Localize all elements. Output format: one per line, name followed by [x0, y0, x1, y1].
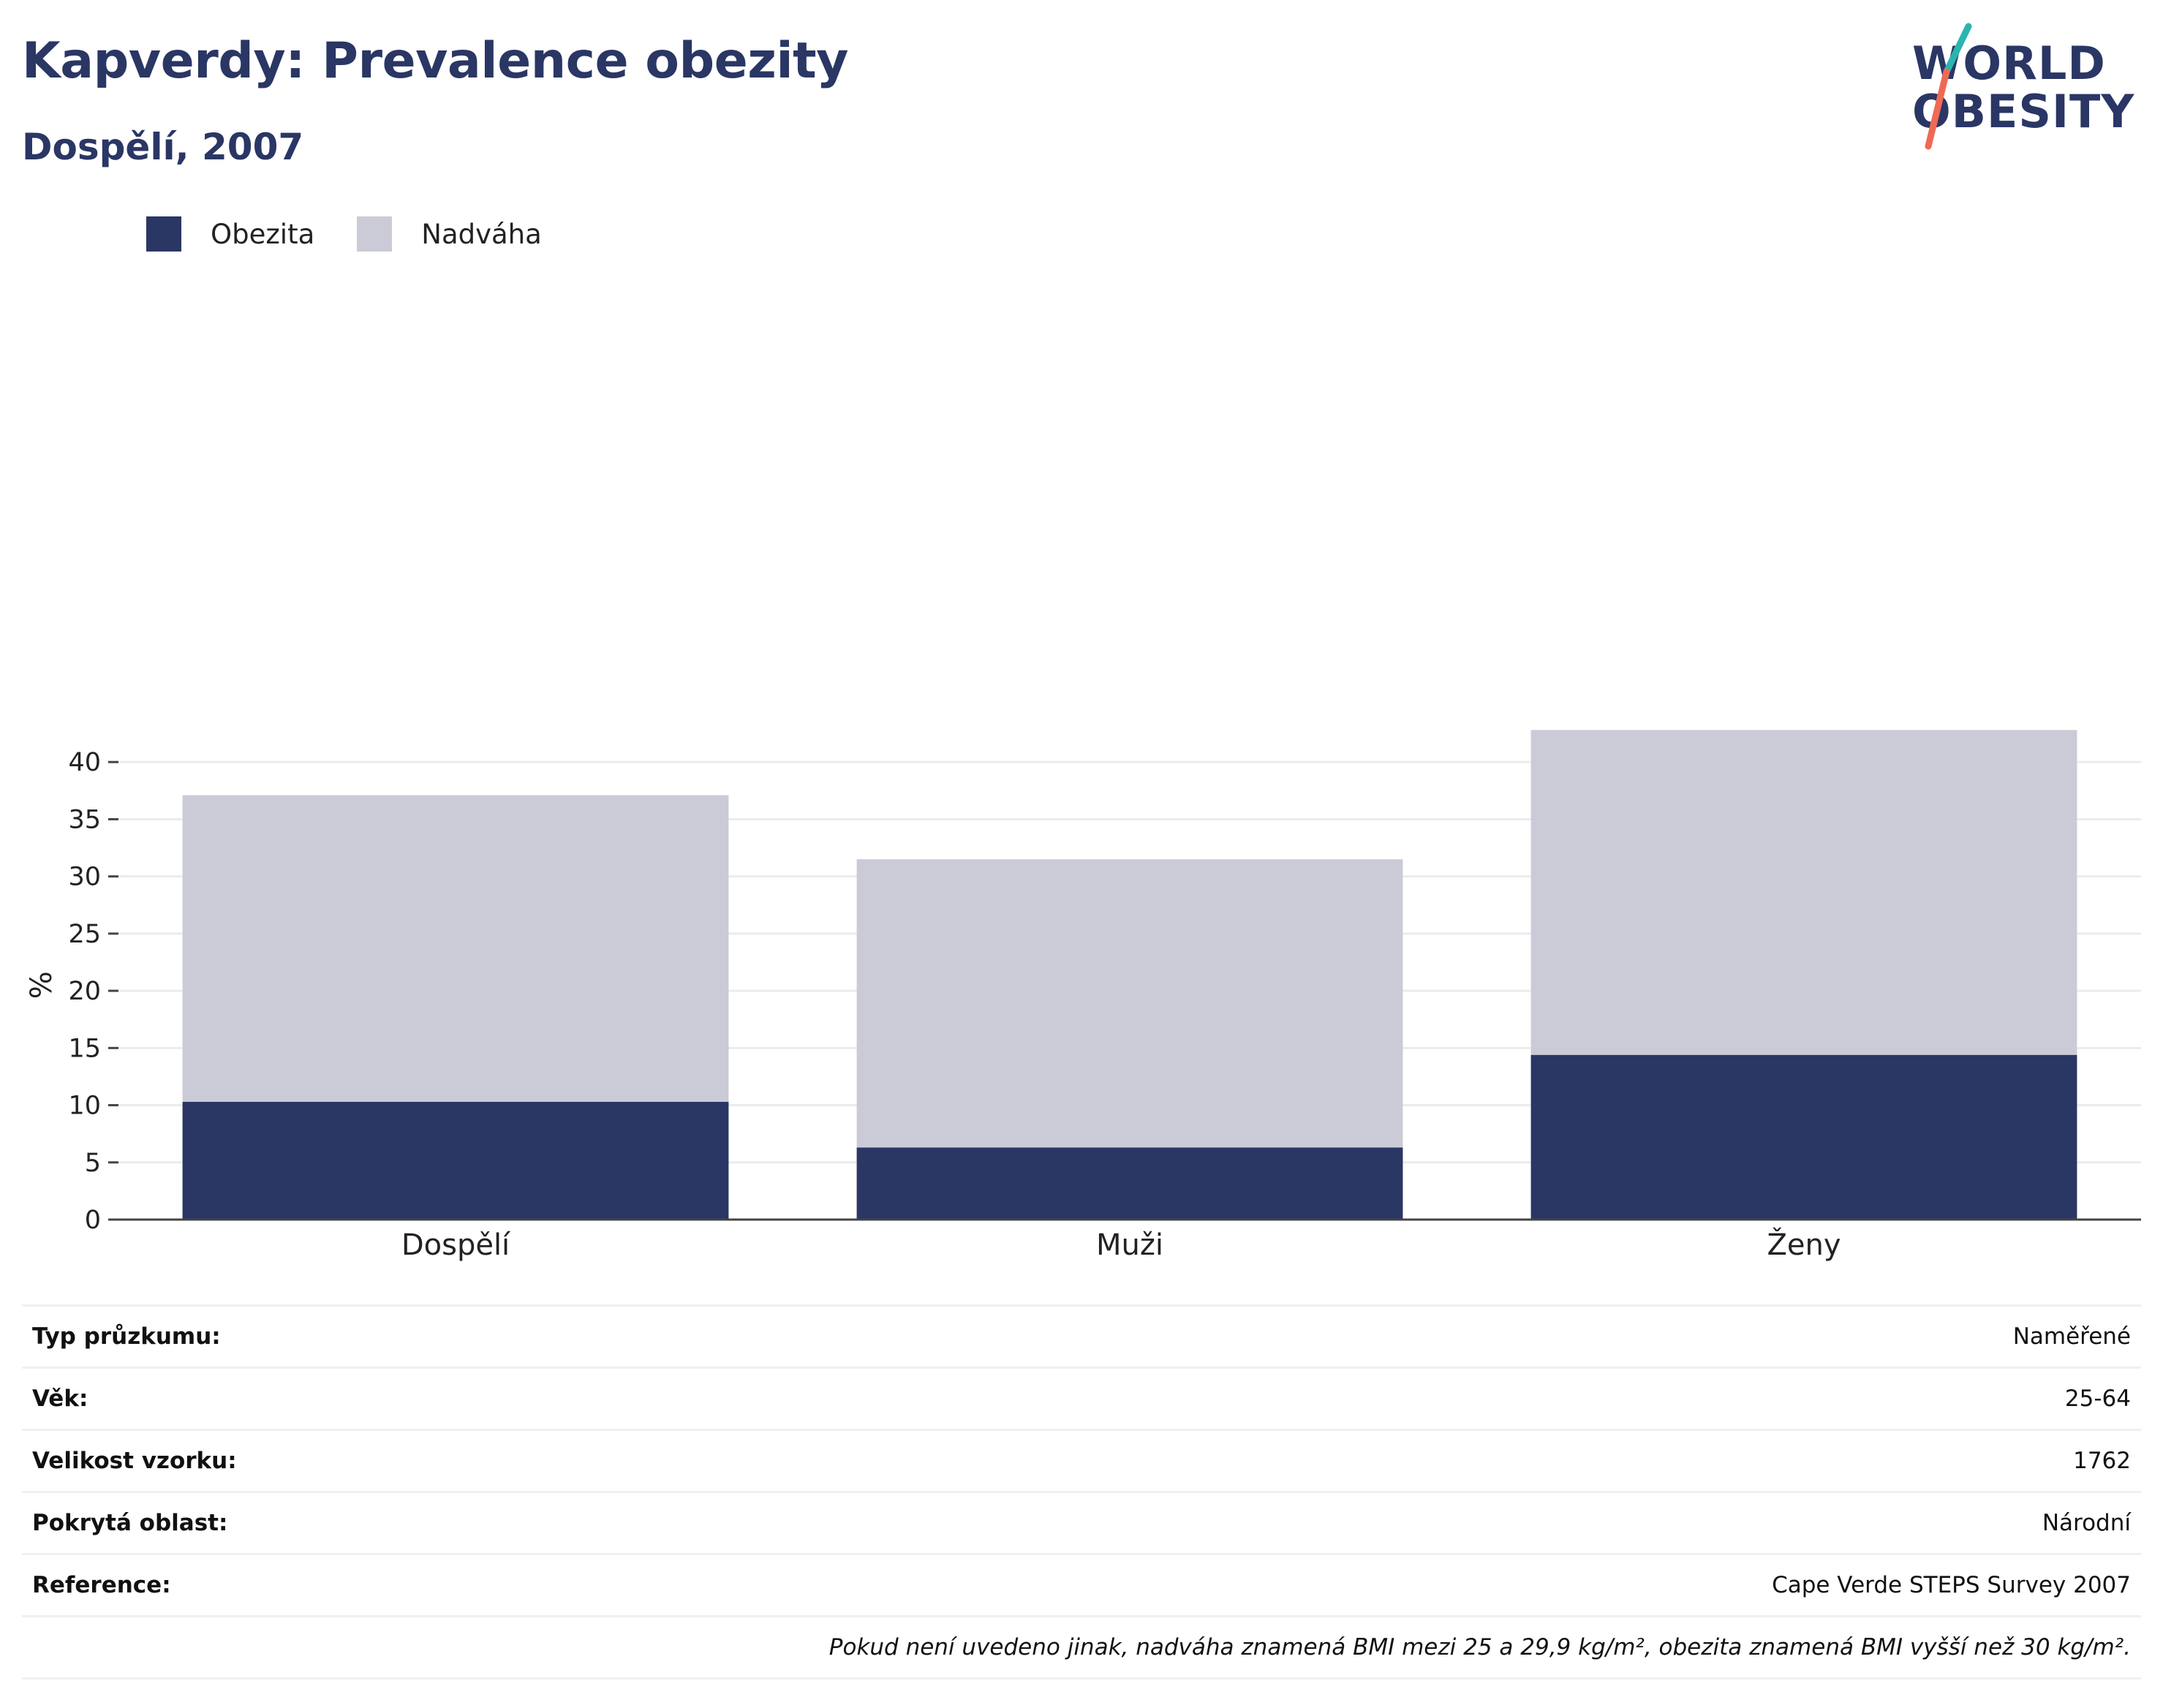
info-row-age: Věk: 25-64 [22, 1367, 2141, 1429]
chart-legend: Obezita Nadváha [146, 216, 584, 252]
info-value: Naměřené [2012, 1323, 2131, 1350]
info-row-survey-type: Typ průzkumu: Naměřené [22, 1304, 2141, 1367]
definition-note: Pokud není uvedeno jinak, nadváha znamen… [22, 1615, 2141, 1679]
legend-swatch-overweight [357, 216, 393, 252]
bar-chart: 0 5 10 15 20 25 30 35 40% Dospělí Muži Ženy [25, 730, 2141, 1262]
survey-info-table: Typ průzkumu: Naměřené Věk: 25-64 Veliko… [22, 1304, 2141, 1679]
legend-swatch-obesity [146, 216, 181, 252]
y-tick-label: 5 [85, 1149, 101, 1178]
y-tick-label: 0 [85, 1206, 101, 1235]
bar-obesity [182, 1101, 729, 1220]
info-value: 25-64 [2064, 1386, 2131, 1412]
info-row-reference: Reference: Cape Verde STEPS Survey 2007 [22, 1553, 2141, 1615]
legend-label-obesity: Obezita [211, 218, 315, 250]
x-tick-label: Ženy [1767, 1227, 1841, 1262]
y-axis-label: % [25, 971, 58, 999]
y-tick-label: 10 [68, 1092, 101, 1121]
chart-title: Kapverdy: Prevalence obezity [22, 32, 848, 90]
bar-overweight [856, 859, 1403, 1148]
info-row-sample-size: Velikost vzorku: 1762 [22, 1429, 2141, 1491]
x-tick-label: Muži [1096, 1228, 1163, 1262]
x-tick-label: Dospělí [401, 1228, 511, 1262]
info-label: Typ průzkumu: [32, 1323, 221, 1350]
info-label: Reference: [32, 1572, 171, 1598]
y-tick-label: 15 [68, 1034, 101, 1063]
logo-text-obesity: OBESITY [1912, 85, 2135, 138]
logo-slash-icon [1925, 23, 1972, 150]
y-tick-label: 25 [68, 920, 101, 949]
y-tick-label: 30 [68, 863, 101, 892]
info-value: Cape Verde STEPS Survey 2007 [1772, 1572, 2131, 1598]
legend-item-obesity[interactable]: Obezita [146, 216, 314, 252]
y-tick-label: 35 [68, 805, 101, 834]
info-label: Pokrytá oblast: [32, 1510, 228, 1536]
legend-item-overweight[interactable]: Nadváha [357, 216, 542, 252]
bar-obesity [856, 1147, 1403, 1220]
legend-label-overweight: Nadváha [421, 218, 542, 250]
info-value: Národní [2042, 1510, 2131, 1536]
world-obesity-logo: WORLD OBESITY [1901, 20, 2150, 152]
y-tick-label: 20 [68, 977, 101, 1006]
bar-obesity [1530, 1054, 2077, 1220]
info-row-area-covered: Pokrytá oblast: Národní [22, 1491, 2141, 1553]
bar-overweight [182, 795, 729, 1102]
bar-overweight [1530, 730, 2077, 1055]
chart-subtitle: Dospělí, 2007 [22, 126, 304, 168]
info-label: Velikost vzorku: [32, 1448, 237, 1474]
info-label: Věk: [32, 1386, 88, 1412]
y-tick-label: 40 [68, 748, 101, 777]
info-value: 1762 [2073, 1448, 2131, 1474]
